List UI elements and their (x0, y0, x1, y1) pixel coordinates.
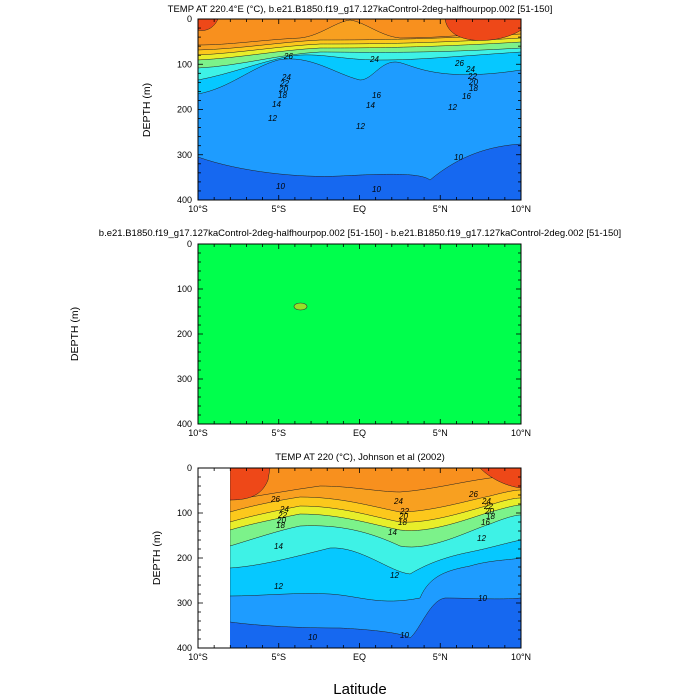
contour-label: 22 (483, 502, 493, 511)
x-tick-label: 10°N (511, 428, 531, 438)
contour-label: 24 (369, 55, 379, 64)
y-tick-label: 100 (177, 59, 192, 69)
y-tick-label: 300 (177, 150, 192, 160)
x-tick-label: 10°S (188, 652, 208, 662)
x-tick-label: 10°N (511, 652, 531, 662)
contour-label: 18 (278, 91, 287, 100)
x-tick-label: 5°N (433, 204, 448, 214)
y-tick-label: 100 (177, 284, 192, 294)
contour-label: 22 (467, 72, 477, 81)
x-tick-label: 10°S (188, 204, 208, 214)
contour-label: 10 (308, 633, 317, 642)
contour-label: 10 (478, 594, 487, 603)
x-tick-label: 5°N (433, 428, 448, 438)
contour-label: 20 (484, 507, 494, 516)
contour-label: 26 (454, 59, 464, 68)
panel-bottom-axes: 10°S 5°S EQ 5°N 10°N 0 100 200 300 400 (177, 463, 531, 662)
contour-label: 26 (468, 490, 478, 499)
panel-bottom-title: TEMP AT 220 (°C), Johnson et al (2002) (275, 452, 445, 463)
contour-label: 14 (272, 100, 281, 109)
contour-label: 14 (366, 101, 375, 110)
contour-label: 24 (281, 73, 291, 82)
contour-label: 24 (393, 497, 403, 506)
y-tick-label: 100 (177, 508, 192, 518)
panel-bottom-contour-labels: 26 24 22 20 18 24 22 20 18 26 24 22 20 1… (270, 490, 495, 642)
contour-label: 10 (454, 153, 463, 162)
contour-label: 14 (274, 542, 283, 551)
x-tick-label: EQ (353, 428, 366, 438)
panel-top-ylabel: DEPTH (m) (141, 83, 153, 137)
diff-blob (293, 302, 308, 311)
contour-label: 16 (481, 518, 490, 527)
contour-label: 16 (462, 92, 471, 101)
y-tick-label: 0 (187, 463, 192, 473)
x-tick-label: 5°N (433, 652, 448, 662)
x-tick-label: 5°S (271, 204, 286, 214)
y-tick-label: 300 (177, 374, 192, 384)
contour-label: 22 (399, 507, 409, 516)
panel-top-plot-area (198, 19, 521, 200)
x-tick-label: EQ (353, 652, 366, 662)
panel-middle-chart: b.e21.B1850.f19_g17.127kaControl-2deg-ha… (69, 228, 621, 438)
panel-bottom-chart: TEMP AT 220 (°C), Johnson et al (2002) 2… (151, 452, 531, 698)
y-tick-label: 200 (177, 553, 192, 563)
band-28-east (479, 468, 521, 489)
contour-label: 14 (388, 528, 397, 537)
contour-label: 26 (270, 495, 280, 504)
contour-label: 26 (283, 52, 293, 61)
contour-label: 18 (486, 512, 495, 521)
contour-label: 22 (279, 79, 289, 88)
x-tick-label: 10°S (188, 428, 208, 438)
y-tick-label: 0 (187, 239, 192, 249)
panel-middle-title: b.e21.B1850.f19_g17.127kaControl-2deg-ha… (99, 228, 621, 239)
y-tick-label: 200 (177, 329, 192, 339)
panel-middle-ylabel: DEPTH (m) (69, 307, 81, 361)
y-tick-label: 400 (177, 195, 192, 205)
x-tick-label: 5°S (271, 428, 286, 438)
contour-label: 20 (468, 78, 478, 87)
y-tick-label: 200 (177, 105, 192, 115)
contour-label: 12 (477, 534, 486, 543)
panel-top-contour-labels: 26 24 26 24 22 20 18 24 22 20 18 16 14 1… (268, 52, 478, 194)
panel-bottom-plot-area (230, 468, 521, 648)
contour-label: 12 (268, 114, 277, 123)
y-tick-label: 400 (177, 643, 192, 653)
x-axis-label: Latitude (333, 681, 386, 698)
y-tick-label: 300 (177, 598, 192, 608)
panel-bottom-ylabel: DEPTH (m) (151, 531, 163, 585)
contour-label: 10 (372, 185, 381, 194)
x-tick-label: EQ (353, 204, 366, 214)
panel-top-title: TEMP AT 220.4°E (°C), b.e21.B1850.f19_g1… (168, 4, 553, 15)
x-tick-label: 5°S (271, 652, 286, 662)
contour-label: 22 (277, 511, 287, 520)
contour-label: 18 (469, 84, 478, 93)
y-tick-label: 0 (187, 14, 192, 24)
y-tick-label: 400 (177, 419, 192, 429)
panel-top-axes: 10°S 5°S EQ 5°N 10°N 0 100 200 300 400 (177, 14, 531, 214)
contour-label: 20 (278, 85, 288, 94)
contour-label: 20 (398, 512, 408, 521)
contour-label: 24 (481, 497, 491, 506)
contour-label: 24 (465, 65, 475, 74)
panel-top-chart: TEMP AT 220.4°E (°C), b.e21.B1850.f19_g1… (141, 4, 552, 214)
contour-label: 10 (276, 182, 285, 191)
band-28-west (230, 468, 271, 501)
contour-label: 16 (372, 91, 381, 100)
contour-label: 12 (356, 122, 365, 131)
diff-field (198, 244, 521, 424)
contour-label: 10 (400, 631, 409, 640)
panel-middle-axes: 10°S 5°S EQ 5°N 10°N 0 100 200 300 400 (177, 239, 531, 438)
contour-label: 12 (274, 582, 283, 591)
contour-label: 20 (276, 516, 286, 525)
contour-label: 18 (398, 518, 407, 527)
contour-label: 18 (276, 521, 285, 530)
contour-label: 24 (279, 505, 289, 514)
x-tick-label: 10°N (511, 204, 531, 214)
contour-label: 12 (390, 571, 399, 580)
contour-label: 12 (448, 103, 457, 112)
